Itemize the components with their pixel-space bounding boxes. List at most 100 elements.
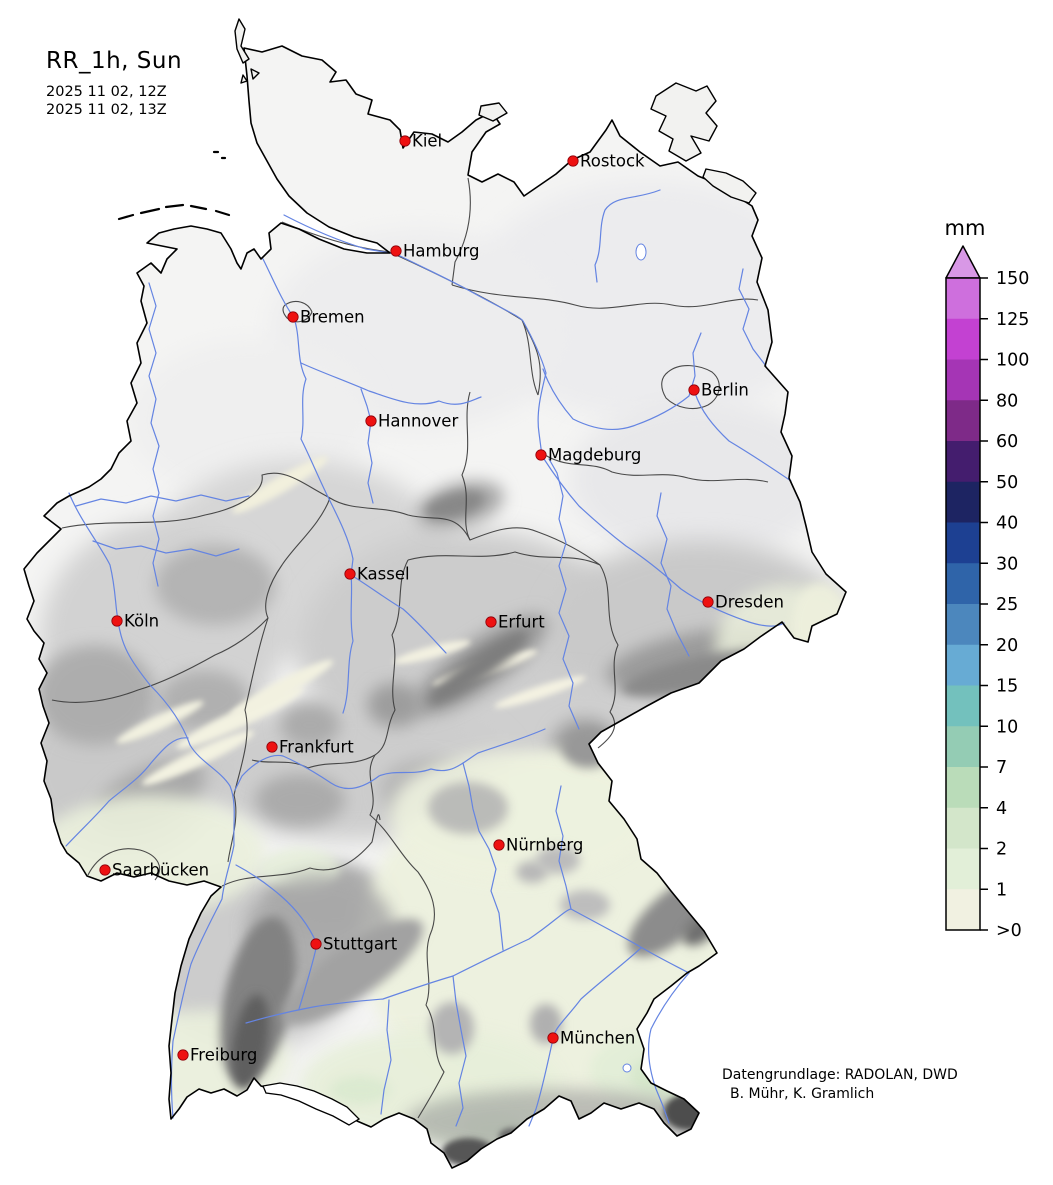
colorbar-tick-label: 4: [996, 799, 1007, 819]
city-dot: [702, 596, 714, 608]
colorbar-tick-label: 100: [996, 351, 1029, 371]
colorbar-segment: [946, 889, 980, 931]
city-dot: [493, 839, 505, 851]
colorbar-tick-label: 50: [996, 473, 1018, 493]
city-label: Rostock: [580, 152, 645, 171]
city-marker-Kiel: Kiel: [399, 132, 442, 151]
city-marker-Rostock: Rostock: [567, 152, 645, 171]
city-dot: [535, 449, 547, 461]
colorbar-tick-label: 30: [996, 554, 1018, 574]
colorbar-segment: [946, 644, 980, 686]
colorbar-segment: [946, 604, 980, 646]
city-marker-Freiburg: Freiburg: [177, 1046, 257, 1065]
city-marker-Bremen: Bremen: [287, 308, 365, 327]
city-label: Saarbücken: [112, 861, 209, 880]
colorbar-unit-label: mm: [945, 216, 986, 240]
city-marker-Nürnberg: Nürnberg: [493, 836, 583, 855]
city-marker-Frankfurt: Frankfurt: [266, 738, 354, 757]
city-dot: [399, 135, 411, 147]
city-label: Hamburg: [403, 242, 480, 261]
islands: [234, 18, 757, 204]
rivers: [65, 189, 792, 1127]
city-dot: [111, 615, 123, 627]
colorbar-segment: [946, 685, 980, 727]
colorbar-tick-label: 15: [996, 677, 1018, 697]
city-label: Bremen: [300, 308, 365, 327]
city-label: Frankfurt: [279, 738, 354, 757]
city-dot: [344, 568, 356, 580]
colorbar-tick-label: 2: [996, 840, 1007, 860]
city-marker-München: München: [547, 1029, 635, 1048]
city-label: Kiel: [412, 132, 442, 151]
colorbar-tick-label: 1: [996, 880, 1007, 900]
colorbar-segment: [946, 807, 980, 849]
colorbar-tick-label: 80: [996, 391, 1018, 411]
city-marker-Hamburg: Hamburg: [390, 242, 480, 261]
city-dot: [99, 864, 111, 876]
city-marker-Kassel: Kassel: [344, 565, 410, 584]
colorbar-segment: [946, 726, 980, 768]
city-dot: [547, 1032, 559, 1044]
city-dot: [390, 245, 402, 257]
city-label: Hannover: [378, 412, 458, 431]
state-borders: [51, 177, 769, 1119]
frisian-islands: [117, 150, 231, 221]
colorbar-tick-label: 60: [996, 432, 1018, 452]
colorbar-tick-label: 10: [996, 717, 1018, 737]
colorbar-tick-label: 125: [996, 310, 1029, 330]
city-dot: [310, 938, 322, 950]
colorbar-segment: [946, 481, 980, 523]
lakes: [262, 243, 647, 1126]
city-markers: Kiel Rostock Hamburg Bremen Berlin Hannover Ma…: [99, 132, 784, 1065]
city-marker-Dresden: Dresden: [702, 593, 784, 612]
page-title: RR_1h, Sun: [46, 48, 183, 74]
colorbar-overflow-arrow: [945, 245, 981, 279]
city-label: Nürnberg: [506, 836, 583, 855]
colorbar-legend: mm 150 125 100 80 60 50 40 30 25 20 15 10 7 4 2 1 >0: [945, 216, 1030, 941]
city-dot: [485, 616, 497, 628]
city-marker-Magdeburg: Magdeburg: [535, 446, 641, 465]
colorbar-tick-label: 7: [996, 758, 1007, 778]
valid-time-start: 2025 11 02, 12Z: [46, 84, 167, 100]
germany-outline: [23, 45, 847, 1169]
city-marker-Saarbücken: Saarbücken: [99, 861, 209, 880]
city-label: Erfurt: [498, 613, 545, 632]
city-marker-Erfurt: Erfurt: [485, 613, 545, 632]
colorbar-segment: [946, 359, 980, 401]
city-label: Freiburg: [190, 1046, 257, 1065]
valid-time-end: 2025 11 02, 13Z: [46, 101, 167, 118]
city-marker-Hannover: Hannover: [365, 412, 458, 431]
colorbar-tick-label: >0: [996, 921, 1022, 941]
title-block: RR_1h, Sun 2025 11 02, 12Z 2025 11 02, 1…: [46, 48, 182, 119]
colorbar-segment: [946, 848, 980, 890]
attribution-authors: B. Mühr, K. Gramlich: [730, 1085, 875, 1102]
city-label: Kassel: [357, 565, 410, 584]
city-dot: [567, 155, 579, 167]
city-label: Köln: [124, 612, 159, 631]
city-dot: [688, 384, 700, 396]
city-dot: [177, 1049, 189, 1061]
colorbar-segment: [946, 767, 980, 809]
city-label: Magdeburg: [548, 446, 641, 465]
colorbar-segment: [946, 441, 980, 483]
city-dot: [365, 415, 377, 427]
colorbar-tick-label: 150: [996, 269, 1029, 289]
city-label: München: [560, 1029, 635, 1048]
colorbar-tick-label: 20: [996, 636, 1018, 656]
colorbar-segment: [946, 318, 980, 360]
colorbar-segment: [946, 278, 980, 320]
colorbar-segment: [946, 522, 980, 564]
colorbar-segment: [946, 400, 980, 442]
city-marker-Berlin: Berlin: [688, 381, 749, 400]
colorbar-segment: [946, 563, 980, 605]
city-marker-Stuttgart: Stuttgart: [310, 935, 398, 954]
city-marker-Köln: Köln: [111, 612, 159, 631]
city-label: Dresden: [715, 593, 784, 612]
colorbar-tick-label: 25: [996, 595, 1018, 615]
attribution-source: Datengrundlage: RADOLAN, DWD: [722, 1067, 958, 1083]
colorbar-tick-label: 40: [996, 514, 1018, 534]
city-dot: [266, 741, 278, 753]
